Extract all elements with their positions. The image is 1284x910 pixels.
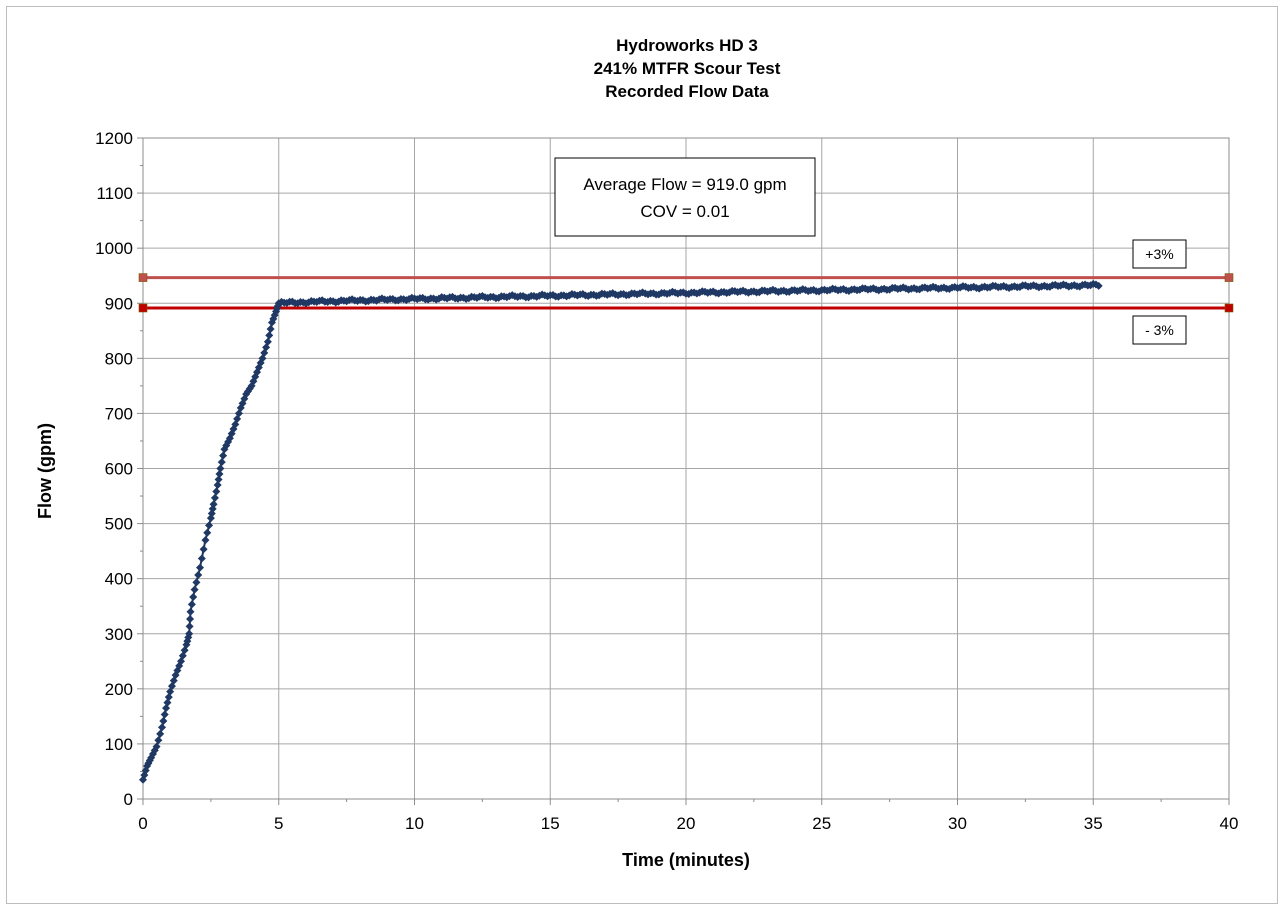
y-axis-title: Flow (gpm)	[35, 423, 55, 519]
flow-data-point	[266, 324, 275, 333]
flow-data-point	[152, 742, 161, 751]
plus-3-label-border	[1132, 239, 1187, 269]
flow-data-point	[159, 716, 168, 725]
flow-data-point	[162, 704, 171, 713]
flow-data-point	[160, 710, 169, 719]
flow-data-point	[194, 570, 203, 579]
reference-marker	[138, 273, 148, 282]
flow-data-point	[164, 693, 173, 702]
flow-data-point	[263, 337, 272, 346]
reference-marker	[1224, 303, 1234, 313]
flow-data-point	[163, 698, 172, 707]
x-tick-label: 40	[1220, 814, 1239, 833]
cov-text: COV = 0.01	[640, 202, 729, 221]
flow-data-point	[192, 578, 201, 587]
minus-3-label-box: - 3%	[1132, 315, 1187, 345]
reference-lines	[138, 273, 1234, 313]
y-axis: 0 100 200 300 400 500 600 700 800 900 1000 1100 1200	[95, 129, 143, 809]
y-tick-label: 0	[124, 790, 133, 809]
x-axis: 0 5 10 15 20 25 30 35 40	[138, 799, 1238, 833]
flow-data-point	[203, 528, 212, 537]
y-tick-label: 1200	[95, 129, 133, 148]
title-line-2: 241% MTFR Scour Test	[594, 59, 781, 78]
minus-3-label: - 3%	[1145, 322, 1174, 338]
y-tick-label: 500	[105, 515, 133, 534]
flow-data-point	[185, 629, 194, 638]
flow-data-point	[185, 622, 194, 631]
x-tick-label: 15	[541, 814, 560, 833]
average-flow-text: Average Flow = 919.0 gpm	[583, 175, 786, 194]
flow-data-point	[207, 509, 216, 518]
flow-data-point	[205, 521, 214, 530]
flow-data-point	[216, 464, 225, 473]
title-line-1: Hydroworks HD 3	[616, 36, 758, 55]
flow-data-point	[265, 331, 274, 340]
flow-data-point	[189, 593, 198, 602]
flow-data-point	[154, 736, 163, 745]
flow-data-point	[196, 563, 205, 572]
y-tick-label: 100	[105, 735, 133, 754]
title-line-3: Recorded Flow Data	[605, 82, 769, 101]
flow-data-point	[190, 585, 199, 594]
flow-data-point	[1094, 281, 1103, 290]
x-tick-label: 35	[1084, 814, 1103, 833]
x-tick-label: 25	[812, 814, 831, 833]
flow-data-point	[209, 500, 218, 509]
plus-3-label: +3%	[1145, 246, 1173, 262]
reference-marker	[138, 303, 148, 313]
flow-data-point	[186, 607, 195, 616]
y-tick-label: 600	[105, 460, 133, 479]
flow-data-point	[199, 545, 208, 554]
flow-data-point	[210, 493, 219, 502]
y-tick-label: 300	[105, 625, 133, 644]
x-tick-label: 20	[677, 814, 696, 833]
x-tick-label: 0	[138, 814, 147, 833]
minus-3-label-border	[1132, 315, 1187, 345]
reference-marker	[1224, 273, 1234, 282]
flow-data-point	[214, 475, 223, 484]
flow-data-point	[215, 470, 224, 479]
x-tick-label: 5	[274, 814, 283, 833]
x-tick-label: 10	[405, 814, 424, 833]
flow-data-point	[186, 615, 195, 624]
flow-data-point	[158, 723, 167, 732]
y-tick-label: 800	[105, 349, 133, 368]
flow-data-point	[213, 481, 222, 490]
flow-data-point	[187, 600, 196, 609]
flow-series	[139, 279, 1103, 784]
flow-data-point	[219, 451, 228, 460]
chart-frame	[6, 6, 1278, 904]
chart-title: Hydroworks HD 3 241% MTFR Scour Test Rec…	[594, 36, 781, 101]
y-tick-label: 900	[105, 294, 133, 313]
y-tick-label: 200	[105, 680, 133, 699]
y-tick-label: 400	[105, 570, 133, 589]
y-tick-label: 1100	[96, 184, 133, 203]
flow-data-point	[156, 729, 165, 738]
grid	[142, 137, 1230, 800]
average-flow-box: Average Flow = 919.0 gpm COV = 0.01	[554, 157, 816, 237]
y-tick-label: 1000	[95, 239, 133, 258]
flow-data-point	[197, 554, 206, 563]
flow-data-point	[201, 536, 210, 545]
plus-3-label-box: +3%	[1132, 239, 1187, 269]
flow-data-point	[212, 487, 221, 496]
x-tick-label: 30	[948, 814, 967, 833]
average-flow-box-border	[554, 157, 816, 237]
flow-data-point	[217, 458, 226, 467]
y-tick-label: 700	[105, 404, 133, 423]
x-axis-title: Time (minutes)	[622, 850, 750, 870]
